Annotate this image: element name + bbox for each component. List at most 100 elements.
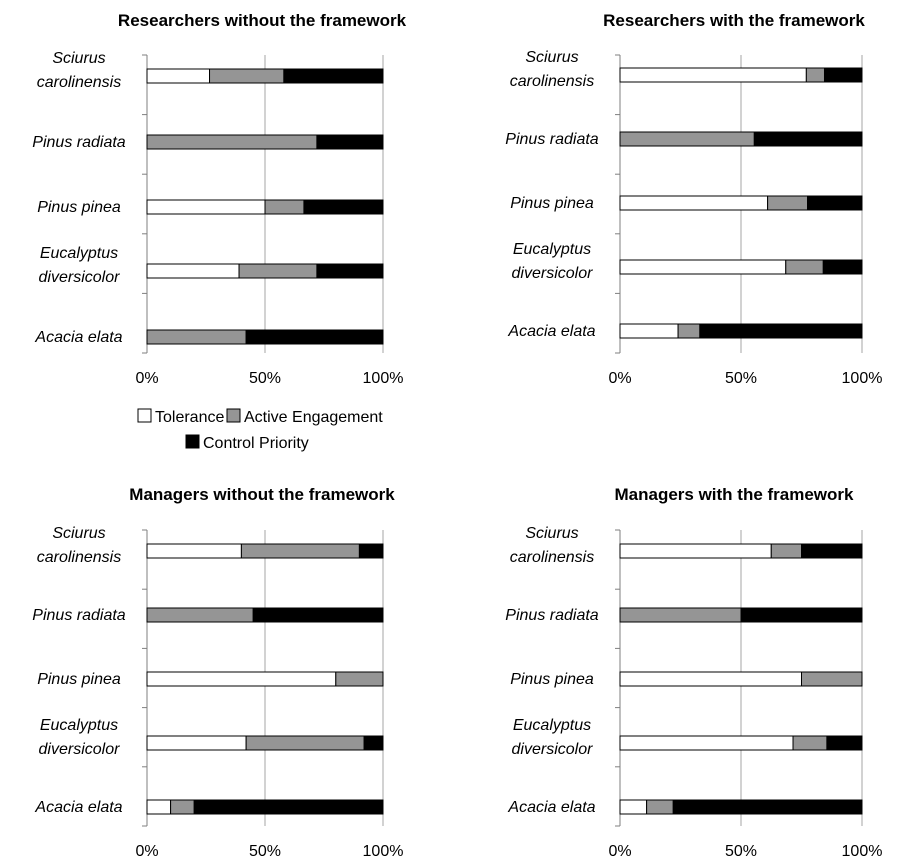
category-label: Sciurus carolinensis [37, 525, 121, 566]
chart-title: Managers without the framework [129, 485, 395, 504]
bar-tolerance [619, 735, 794, 751]
category-label: Pinus radiata [505, 607, 598, 624]
bar-tolerance [146, 68, 211, 84]
bar-tolerance [619, 799, 648, 815]
chart-panel-3: Managers without the framework 0% 50% 100% S… [32, 485, 403, 860]
bar-tolerance [146, 799, 172, 815]
bar-tolerance [146, 199, 266, 215]
x-tick-label: 50% [725, 370, 757, 387]
bar-control-priority [672, 799, 863, 815]
bar-tolerance [146, 671, 337, 687]
bar-control-priority [193, 799, 384, 815]
category-label: Sciurus carolinensis [510, 49, 594, 90]
bar-active-engagement [146, 134, 318, 150]
bar-control-priority [316, 134, 384, 150]
chart-panel-1: Researchers without the framework 0% 50% 10… [32, 11, 406, 387]
x-tick-label: 100% [363, 370, 404, 387]
x-tick-label: 50% [249, 843, 281, 860]
bar-tolerance [619, 323, 679, 339]
chart-panel-4: Managers with the framework 0% 50% 100% Sciu… [505, 485, 882, 860]
bar-control-priority [826, 735, 863, 751]
bar-control-priority [740, 607, 863, 623]
category-label: Eucalyptus diversicolor [39, 717, 121, 758]
category-label: Pinus pinea [510, 671, 594, 688]
bar-tolerance [619, 543, 772, 559]
legend: Tolerance Active Engagement Control Priori… [137, 408, 383, 452]
bar-tolerance [146, 263, 240, 279]
bar-tolerance [619, 195, 769, 211]
category-label: Pinus radiata [32, 607, 125, 624]
bar-active-engagement [245, 735, 365, 751]
bar-active-engagement [619, 131, 755, 147]
legend-label-active-engagement: Active Engagement [244, 409, 383, 426]
x-tick-label: 0% [608, 370, 631, 387]
category-label: Eucalyptus diversicolor [512, 717, 594, 758]
bar-active-engagement [677, 323, 701, 339]
bar-active-engagement [238, 263, 318, 279]
bar-active-engagement [170, 799, 195, 815]
category-label: Acacia elata [34, 329, 122, 346]
category-label: Pinus pinea [510, 195, 594, 212]
x-tick-label: 100% [842, 843, 883, 860]
bar-active-engagement [146, 329, 247, 345]
category-label: Pinus pinea [37, 671, 121, 688]
legend-swatch-active-engagement [226, 408, 241, 423]
category-label: Pinus pinea [37, 199, 121, 216]
bar-control-priority [252, 607, 384, 623]
bar-control-priority [316, 263, 384, 279]
category-label: Sciurus carolinensis [510, 525, 594, 566]
chart-panel-2: Researchers with the framework 0% 50% 100% S… [505, 11, 882, 387]
bar-tolerance [146, 543, 242, 559]
bar-active-engagement [805, 67, 825, 83]
x-tick-label: 0% [135, 843, 158, 860]
category-label: Pinus radiata [505, 131, 598, 148]
bar-active-engagement [770, 543, 802, 559]
bar-control-priority [823, 67, 863, 83]
bar-active-engagement [792, 735, 828, 751]
bar-control-priority [753, 131, 863, 147]
bar-active-engagement [335, 671, 384, 687]
bar-control-priority [699, 323, 863, 339]
legend-swatch-tolerance [137, 408, 152, 423]
bar-control-priority [283, 68, 384, 84]
chart-title: Managers with the framework [614, 485, 854, 504]
category-label: Sciurus carolinensis [37, 50, 121, 91]
bar-control-priority [358, 543, 384, 559]
bar-tolerance [146, 735, 247, 751]
category-label: Acacia elata [507, 799, 595, 816]
category-label: Acacia elata [507, 323, 595, 340]
bar-active-engagement [619, 607, 742, 623]
legend-swatch-control-priority [185, 434, 200, 449]
bar-tolerance [619, 259, 787, 275]
bar-active-engagement [801, 671, 863, 687]
bar-active-engagement [209, 68, 285, 84]
bar-tolerance [619, 67, 807, 83]
bar-active-engagement [240, 543, 360, 559]
legend-label-tolerance: Tolerance [155, 409, 224, 426]
chart-title: Researchers without the framework [118, 11, 407, 30]
bar-active-engagement [646, 799, 674, 815]
bar-active-engagement [767, 195, 809, 211]
x-tick-label: 50% [249, 370, 281, 387]
bar-control-priority [807, 195, 863, 211]
chart-title: Researchers with the framework [603, 11, 865, 30]
x-tick-label: 0% [135, 370, 158, 387]
bar-active-engagement [264, 199, 305, 215]
bar-control-priority [363, 735, 384, 751]
bar-control-priority [245, 329, 384, 345]
category-label: Eucalyptus diversicolor [39, 245, 121, 286]
legend-label-control-priority: Control Priority [203, 435, 309, 452]
bar-active-engagement [146, 607, 254, 623]
category-label: Acacia elata [34, 799, 122, 816]
x-tick-label: 100% [363, 843, 404, 860]
bar-control-priority [303, 199, 384, 215]
x-tick-label: 50% [725, 843, 757, 860]
category-label: Pinus radiata [32, 134, 125, 151]
x-tick-label: 0% [608, 843, 631, 860]
bar-active-engagement [785, 259, 824, 275]
category-label: Eucalyptus diversicolor [512, 241, 594, 282]
bar-tolerance [619, 671, 802, 687]
bar-control-priority [822, 259, 863, 275]
x-tick-label: 100% [842, 370, 883, 387]
